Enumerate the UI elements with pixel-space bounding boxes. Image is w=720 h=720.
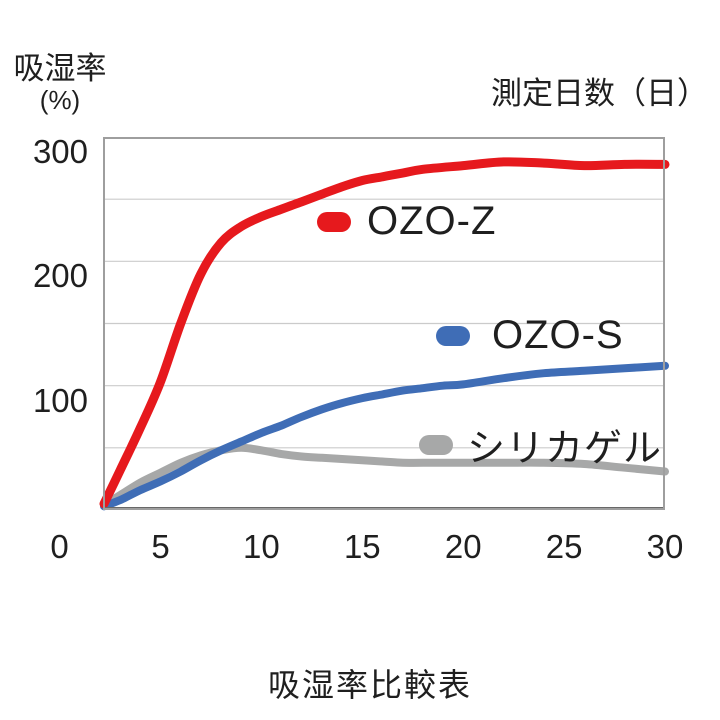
curve-ozo-s [100,361,669,511]
legend-item-ozo-s: OZO-S [436,313,624,358]
plot-border [103,137,665,510]
x-tick-label-20: 20 [444,528,482,565]
legend-label-silica-gel: シリカゲル [467,428,663,470]
legend-swatch-ozo-z [317,211,351,232]
x-tick-label-25: 25 [545,528,583,565]
plot-area [99,137,670,511]
legend-item-ozo-z: OZO-Z [317,199,496,244]
x-tick-label-30: 30 [646,528,684,565]
x-tick-label-5: 5 [151,528,170,565]
y-tick-label-100: 100 [32,381,88,419]
y-axis-unit: (%) [39,85,81,116]
x-tick-label-10: 10 [243,528,280,565]
x-tick-label-15: 15 [343,528,381,565]
x-axis-title: 測定日数（日） [491,76,708,111]
curve-silica-gel [100,443,669,509]
chart-svg [99,137,670,511]
legend-swatch-silica-gel [419,434,453,455]
legend-item-silica-gel: シリカゲル [419,417,662,472]
chart-caption: 吸湿率比較表 [267,667,472,703]
y-axis-title-text: 吸湿率 [13,51,107,86]
x-tick-label-0: 0 [50,528,69,565]
legend-label-ozo-z: OZO-Z [367,199,497,243]
y-tick-label-200: 200 [32,257,88,295]
y-axis-title: 吸湿率 (%) [8,51,112,116]
legend-label-ozo-s: OZO-S [492,313,624,357]
y-tick-label-300: 300 [32,133,88,170]
legend-swatch-ozo-s [436,325,470,346]
curve-ozo-z [99,157,670,509]
